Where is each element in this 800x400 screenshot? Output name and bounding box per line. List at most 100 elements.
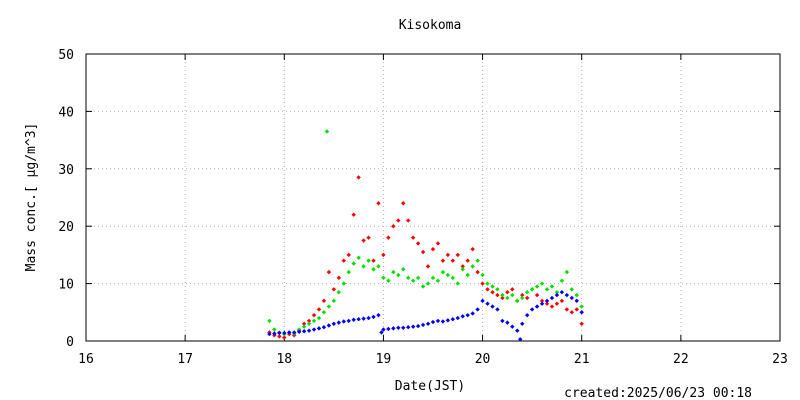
data-point [401,267,406,272]
data-point [296,327,302,332]
data-point [361,238,366,243]
data-point [534,284,540,289]
data-point [406,275,411,281]
data-point [356,175,361,180]
data-point [445,318,451,323]
data-point [430,275,436,281]
y-tick-label: 50 [58,48,74,63]
data-point [524,312,530,318]
data-point [515,328,520,333]
data-point [559,298,565,304]
data-point [559,290,565,295]
data-point [500,295,505,301]
data-point [361,264,366,269]
data-point [341,319,346,324]
data-point [520,292,525,298]
data-point [356,316,361,322]
data-point [410,235,416,240]
data-point [440,319,446,324]
data-point [564,307,570,312]
data-point [277,330,282,336]
data-point [490,290,495,295]
data-point [379,330,384,335]
data-point [579,304,584,309]
created-timestamp: created:2025/06/23 00:18 [564,386,752,400]
data-point [331,298,337,304]
data-point [564,269,570,275]
data-point [331,287,337,292]
data-point [455,281,460,286]
data-point [371,267,376,272]
data-point [485,281,490,286]
data-point [465,312,470,318]
data-point [296,329,302,335]
data-point [470,246,475,252]
data-point [376,312,381,318]
data-point [381,327,386,332]
data-point [539,281,545,286]
data-point [386,326,391,332]
data-point [356,255,361,260]
data-point [510,287,515,292]
x-tick-label: 16 [78,352,94,367]
data-point [460,267,465,272]
data-point [475,269,480,275]
y-axis-label: Mass conc.[ μg/m^3] [24,123,39,272]
y-tick-label: 0 [66,335,74,350]
data-point [316,307,322,312]
data-point [316,315,322,321]
data-point [500,292,505,298]
data-point [306,318,312,324]
data-point [510,292,515,298]
data-point [430,319,436,325]
data-point [554,290,560,295]
data-point [306,321,312,326]
data-point [539,301,545,306]
data-point [505,295,510,301]
data-point [505,320,510,325]
data-point [480,281,485,286]
data-point [386,278,391,283]
data-point [569,295,574,301]
data-point [376,201,381,206]
data-point [326,304,332,309]
data-point [480,298,485,304]
data-point [272,327,277,332]
data-point [544,298,550,304]
data-point [539,298,545,304]
data-point [490,284,495,289]
data-point [569,287,574,292]
data-point [450,316,456,322]
data-point [480,272,485,278]
data-point [518,337,523,342]
data-point [500,318,505,324]
data-point [277,334,282,339]
data-point [455,252,460,258]
data-point [326,269,332,275]
data-point [455,315,460,321]
data-point [267,318,272,324]
data-point [282,330,287,336]
data-point [371,258,376,263]
data-point [544,287,550,292]
data-point [559,278,565,283]
data-point [529,287,535,292]
axis-ticks: 16 17 18 19 20 21 22 23 0 10 20 30 40 50 [58,48,787,367]
data-point [495,292,500,298]
data-point [485,287,490,292]
data-point [292,330,297,335]
data-point [544,301,550,306]
data-point [351,261,356,266]
series-0 [267,175,584,340]
data-point [336,275,342,281]
data-point [470,264,475,269]
data-point [425,281,431,286]
grid [86,54,780,341]
data-point [396,218,401,223]
data-point [406,218,411,223]
data-point [490,304,495,309]
data-point [425,321,431,326]
data-point [361,316,366,321]
y-tick-label: 20 [58,220,74,235]
data-point [267,331,272,337]
